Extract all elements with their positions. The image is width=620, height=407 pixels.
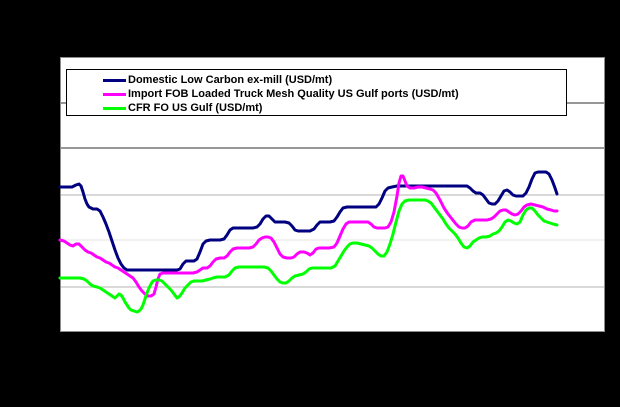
legend-line-sample-icon — [103, 78, 126, 82]
legend-line-sample-icon — [103, 106, 126, 110]
legend-label: CFR FO US Gulf (USD/mt) — [128, 102, 263, 114]
legend-item-domestic: Domestic Low Carbon ex-mill (USD/mt) — [103, 73, 562, 87]
legend-line-sample-icon — [103, 92, 126, 96]
legend: Domestic Low Carbon ex-mill (USD/mt) Imp… — [66, 69, 567, 116]
legend-item-import-fob: Import FOB Loaded Truck Mesh Quality US … — [103, 87, 562, 101]
legend-label: Domestic Low Carbon ex-mill (USD/mt) — [128, 74, 333, 86]
legend-item-cfr: CFR FO US Gulf (USD/mt) — [103, 101, 562, 115]
legend-label: Import FOB Loaded Truck Mesh Quality US … — [128, 88, 459, 100]
